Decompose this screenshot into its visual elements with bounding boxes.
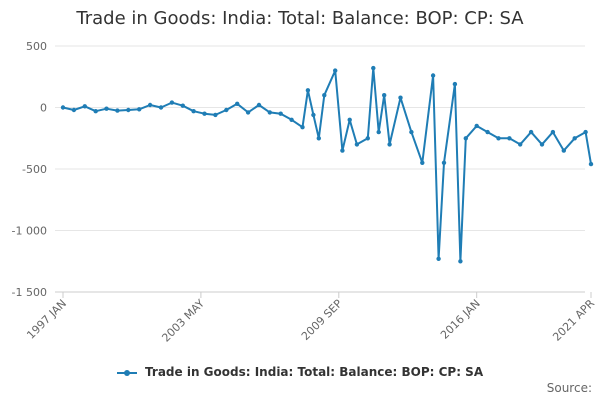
data-point[interactable] (191, 109, 196, 114)
y-tick-label: 500 (26, 40, 47, 53)
legend-swatch (116, 369, 137, 376)
data-point[interactable] (463, 136, 468, 141)
data-point[interactable] (365, 136, 370, 141)
x-tick-label: 2003 MAY (159, 297, 207, 345)
data-point[interactable] (305, 88, 311, 93)
data-point[interactable] (245, 110, 251, 115)
data-point[interactable] (158, 105, 164, 110)
data-point[interactable] (583, 129, 588, 135)
data-point[interactable] (474, 123, 479, 129)
data-point[interactable] (528, 129, 534, 135)
data-point[interactable] (137, 107, 142, 112)
data-point[interactable] (588, 161, 594, 167)
data-point[interactable] (169, 100, 175, 105)
y-tick-label: 0 (40, 102, 47, 115)
data-point[interactable] (93, 109, 98, 114)
data-point[interactable] (235, 101, 240, 107)
legend[interactable]: Trade in Goods: India: Total: Balance: B… (0, 365, 600, 379)
legend-label: Trade in Goods: India: Total: Balance: B… (145, 365, 484, 379)
data-point[interactable] (398, 95, 403, 100)
data-point[interactable] (126, 107, 131, 113)
x-tick-label: 2009 SEP (299, 297, 345, 343)
series-group (60, 65, 594, 264)
data-point[interactable] (371, 65, 376, 71)
data-point[interactable] (322, 93, 327, 98)
data-point[interactable] (202, 111, 207, 116)
data-point[interactable] (561, 148, 566, 153)
data-point[interactable] (550, 129, 556, 135)
x-tick-label: 1997 JAN (24, 297, 69, 342)
chart-title: Trade in Goods: India: Total: Balance: B… (76, 8, 524, 29)
data-point[interactable] (420, 160, 425, 165)
data-point[interactable] (213, 112, 218, 118)
data-point[interactable] (278, 111, 283, 116)
data-point[interactable] (409, 129, 414, 135)
data-point[interactable] (82, 104, 88, 109)
series-line (62, 67, 592, 263)
data-point[interactable] (452, 81, 458, 87)
data-point[interactable] (333, 68, 338, 73)
data-point[interactable] (430, 73, 436, 78)
y-tick-label: -500 (22, 163, 47, 176)
data-point[interactable] (104, 106, 109, 111)
y-tick-label: -1 500 (12, 286, 47, 299)
data-point[interactable] (180, 103, 185, 108)
y-tick-labels: 500 0 -500 -1 000 -1 500 (12, 40, 47, 299)
data-point[interactable] (71, 107, 77, 113)
data-point[interactable] (267, 110, 272, 115)
x-tick-label: 2016 JAN (438, 297, 483, 342)
data-point[interactable] (382, 93, 387, 98)
data-point[interactable] (387, 142, 392, 147)
data-point[interactable] (224, 107, 229, 113)
data-point[interactable] (539, 142, 545, 147)
data-point[interactable] (311, 112, 316, 118)
data-point[interactable] (376, 129, 381, 135)
gridlines (55, 45, 585, 293)
data-point[interactable] (572, 136, 577, 141)
data-point[interactable] (289, 117, 294, 123)
data-point[interactable] (300, 125, 305, 130)
data-point[interactable] (147, 102, 153, 108)
data-point[interactable] (316, 136, 321, 141)
x-tick-labels: 1997 JAN 2003 MAY 2009 SEP 2016 JAN 2021 APR (24, 292, 597, 345)
data-point[interactable] (496, 136, 501, 141)
data-point[interactable] (441, 160, 447, 165)
data-point[interactable] (60, 105, 66, 110)
data-point[interactable] (347, 117, 352, 123)
data-point[interactable] (115, 108, 120, 113)
data-point[interactable] (256, 102, 262, 108)
data-point[interactable] (340, 148, 345, 153)
source-label: Source: (546, 381, 592, 395)
data-point[interactable] (458, 259, 463, 264)
data-point[interactable] (354, 142, 360, 147)
data-point[interactable] (436, 256, 441, 261)
data-point[interactable] (485, 129, 490, 135)
data-point[interactable] (507, 136, 512, 141)
y-tick-label: -1 000 (12, 225, 47, 238)
data-point[interactable] (518, 142, 523, 147)
x-tick-label: 2021 APR (550, 297, 597, 344)
